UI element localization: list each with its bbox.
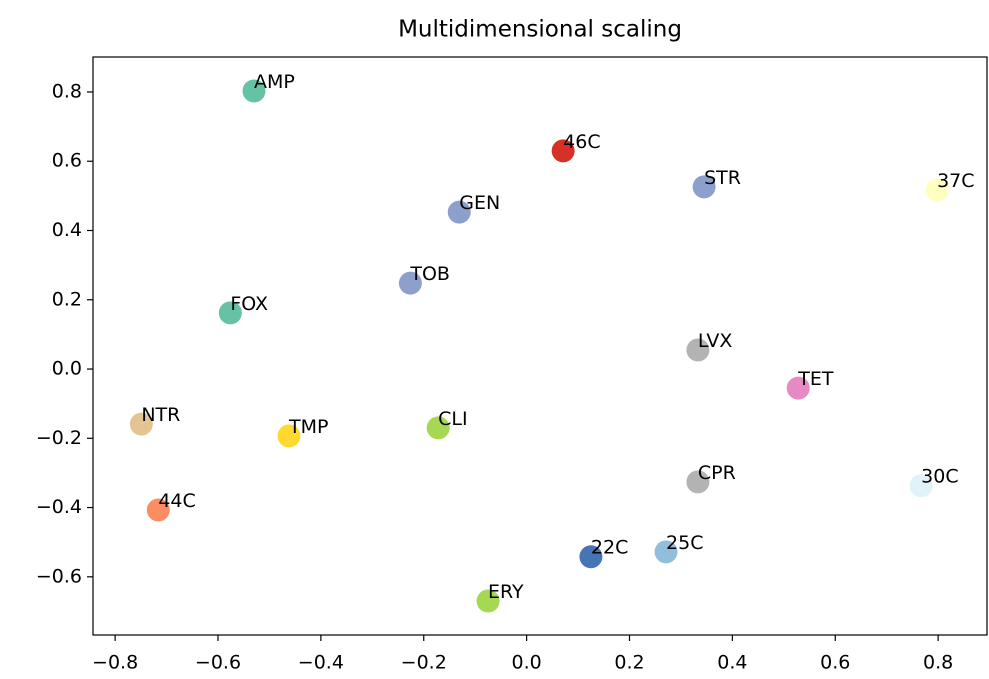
point <box>218 301 242 325</box>
plot-frame <box>92 56 988 636</box>
point-label: STR <box>704 167 741 189</box>
x-tick-label: 0.0 <box>512 652 542 674</box>
point <box>129 412 153 436</box>
point-label: TOB <box>409 263 450 285</box>
point-label: NTR <box>141 404 180 426</box>
point-label: GEN <box>459 192 500 214</box>
x-tick-label: 0.2 <box>614 652 644 674</box>
point-label: TMP <box>288 416 328 438</box>
point <box>909 474 933 498</box>
point-label: CPR <box>698 462 736 484</box>
point <box>551 139 575 163</box>
point-label: 37C <box>937 170 974 192</box>
point-label: TET <box>797 368 834 390</box>
y-tick-label: 0.4 <box>52 219 82 241</box>
point-label: 25C <box>666 532 703 554</box>
chart-title: Multidimensional scaling <box>398 17 682 43</box>
point <box>686 470 710 494</box>
point <box>925 178 949 202</box>
y-tick-label: 0.8 <box>52 80 82 102</box>
point-label: AMP <box>254 71 295 93</box>
x-tick-label: −0.6 <box>195 652 241 674</box>
point <box>242 79 266 103</box>
y-tick-label: −0.6 <box>36 565 82 587</box>
x-tick-label: 0.4 <box>717 652 747 674</box>
point-label: FOX <box>230 293 268 315</box>
y-tick-label: −0.4 <box>36 496 82 518</box>
x-tick-label: −0.2 <box>401 652 447 674</box>
point <box>398 271 422 295</box>
point <box>476 589 500 613</box>
point-label: 44C <box>158 490 195 512</box>
point <box>579 545 603 569</box>
x-tick-label: −0.8 <box>92 652 138 674</box>
point-label: CLI <box>438 408 467 430</box>
x-tick-label: 0.8 <box>923 652 953 674</box>
point <box>277 424 301 448</box>
point <box>447 200 471 224</box>
point <box>654 540 678 564</box>
point <box>786 376 810 400</box>
x-tick-label: 0.6 <box>820 652 850 674</box>
y-tick-label: −0.2 <box>36 427 82 449</box>
y-tick-label: 0.6 <box>52 150 82 172</box>
y-tick-label: 0.2 <box>52 288 82 310</box>
point <box>426 416 450 440</box>
y-tick-label: 0.0 <box>52 358 82 380</box>
point-label: ERY <box>488 581 524 603</box>
point-label: LVX <box>698 330 733 352</box>
x-tick-label: −0.4 <box>298 652 344 674</box>
point-label: 46C <box>563 131 600 153</box>
point-label: 30C <box>921 466 958 488</box>
point-label: 22C <box>591 537 628 559</box>
point <box>686 338 710 362</box>
point <box>146 498 170 522</box>
point <box>692 175 716 199</box>
